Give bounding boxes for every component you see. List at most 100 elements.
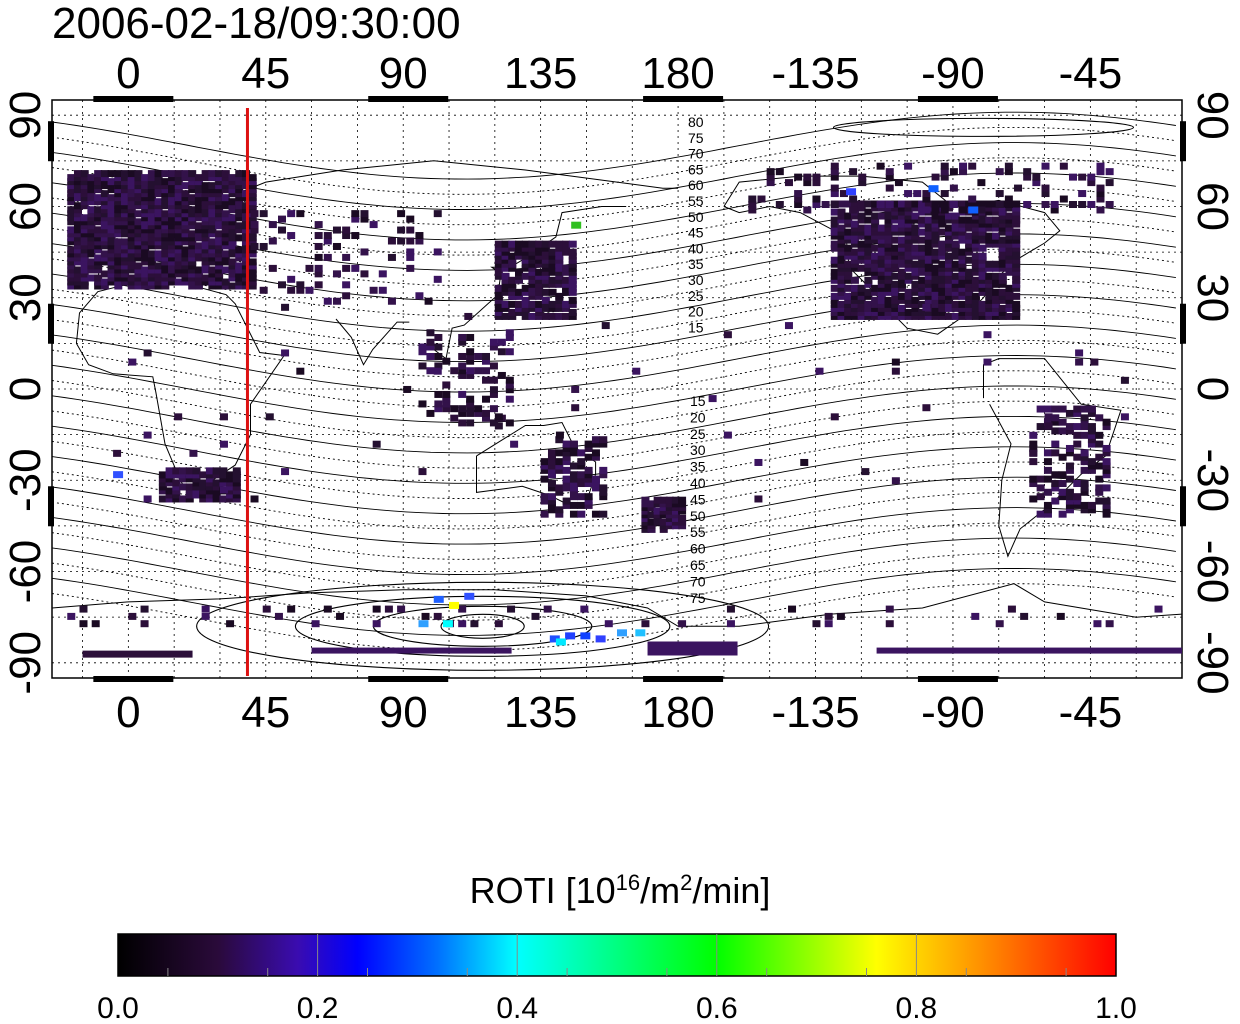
roti-cell	[521, 248, 530, 256]
roti-cell	[208, 198, 217, 206]
roti-cell	[221, 278, 230, 286]
roti-cell	[938, 244, 947, 252]
roti-cell	[208, 274, 217, 282]
roti-cell	[221, 194, 230, 202]
roti-cell	[221, 254, 230, 262]
roti-cell	[80, 202, 89, 210]
roti-cell	[174, 186, 183, 194]
roti-cell	[158, 483, 167, 491]
roti-cell	[94, 282, 103, 290]
roti-cell	[951, 224, 960, 232]
roti-cell	[185, 495, 194, 503]
roti-cell	[891, 272, 900, 280]
roti-cell	[121, 210, 130, 218]
roti-cell	[67, 226, 76, 234]
roti-cell-high	[617, 629, 627, 637]
roti-cell	[897, 256, 906, 264]
roti-cell	[951, 292, 960, 300]
roti-cell	[141, 190, 150, 198]
roti-cell	[127, 246, 136, 254]
roti-cell	[850, 252, 859, 260]
roti-cell	[877, 280, 886, 288]
roti-cell	[548, 276, 557, 284]
roti-cell	[174, 206, 183, 214]
roti-cell	[885, 168, 894, 176]
roti-cell	[181, 182, 190, 190]
roti-cell	[87, 242, 96, 250]
roti-cell	[897, 304, 906, 312]
roti-cell	[569, 510, 578, 518]
roti-cell	[945, 204, 954, 212]
roti-cell	[659, 511, 668, 519]
roti-cell	[508, 240, 517, 248]
roti-cell	[528, 304, 537, 312]
roti-cell	[208, 258, 217, 266]
roti-cell	[67, 210, 76, 218]
roti-cell	[876, 162, 885, 170]
roti-cell	[924, 264, 933, 272]
roti-cell	[978, 236, 987, 244]
roti-cell	[470, 620, 479, 628]
roti-cell	[951, 276, 960, 284]
roti-cell	[482, 395, 491, 403]
roti-cell	[179, 467, 188, 475]
roti-cell	[208, 278, 217, 286]
roti-cell	[212, 495, 221, 503]
roti-cell	[584, 493, 593, 501]
roti-cell	[208, 202, 217, 210]
colorbar-ticks: 0.0 0.2 0.4 0.6 0.8 1.0	[97, 934, 1137, 1024]
roti-cell	[226, 471, 235, 479]
roti-cell	[931, 212, 940, 220]
roti-cell	[205, 475, 214, 483]
roti-cell	[205, 479, 214, 487]
roti-cell	[87, 258, 96, 266]
roti-cell	[1012, 244, 1021, 252]
roti-cell-high	[635, 629, 646, 637]
roti-cell	[121, 258, 130, 266]
roti-cell	[958, 312, 967, 320]
contour-label: 50	[690, 508, 706, 524]
roti-cell	[1005, 292, 1014, 300]
roti-cell	[250, 221, 259, 229]
roti-cell	[73, 210, 82, 218]
roti-cell	[678, 496, 687, 504]
roti-cell	[141, 202, 150, 210]
roti-cell	[1087, 436, 1096, 444]
roti-cell	[965, 244, 974, 252]
roti-cell	[830, 260, 839, 268]
coastline	[476, 421, 597, 509]
roti-cell	[181, 174, 190, 182]
roti-cell	[678, 620, 687, 628]
roti-cell	[864, 260, 873, 268]
roti-cell	[127, 178, 136, 186]
roti-cell	[528, 292, 537, 300]
roti-cell	[871, 284, 880, 292]
roti-cell	[433, 612, 442, 620]
roti-cell	[287, 232, 296, 240]
roti-cell	[1095, 497, 1104, 505]
roti-cell	[458, 405, 467, 413]
roti-cell	[599, 466, 608, 474]
roti-cell	[568, 276, 577, 284]
colorbar: 0.0 0.2 0.4 0.6 0.8 1.0	[97, 933, 1137, 1024]
roti-cell	[221, 234, 230, 242]
roti-cell	[228, 250, 237, 258]
roti-cell	[154, 266, 163, 274]
roti-cell	[754, 495, 763, 503]
roti-cell	[508, 284, 517, 292]
roti-cell	[134, 174, 143, 182]
roti-cell	[372, 620, 381, 628]
roti-cell	[562, 304, 571, 312]
contour-line	[52, 400, 1176, 469]
roti-cell	[535, 280, 544, 288]
roti-cell	[1105, 200, 1114, 208]
roti-cell	[121, 270, 130, 278]
roti-cell	[951, 216, 960, 224]
roti-cell	[978, 216, 987, 224]
roti-cell	[569, 449, 578, 457]
roti-cell	[426, 343, 435, 351]
roti-cell	[998, 280, 1007, 288]
roti-cell	[555, 436, 564, 444]
roti-cell	[1005, 264, 1014, 272]
roti-cell	[73, 254, 82, 262]
